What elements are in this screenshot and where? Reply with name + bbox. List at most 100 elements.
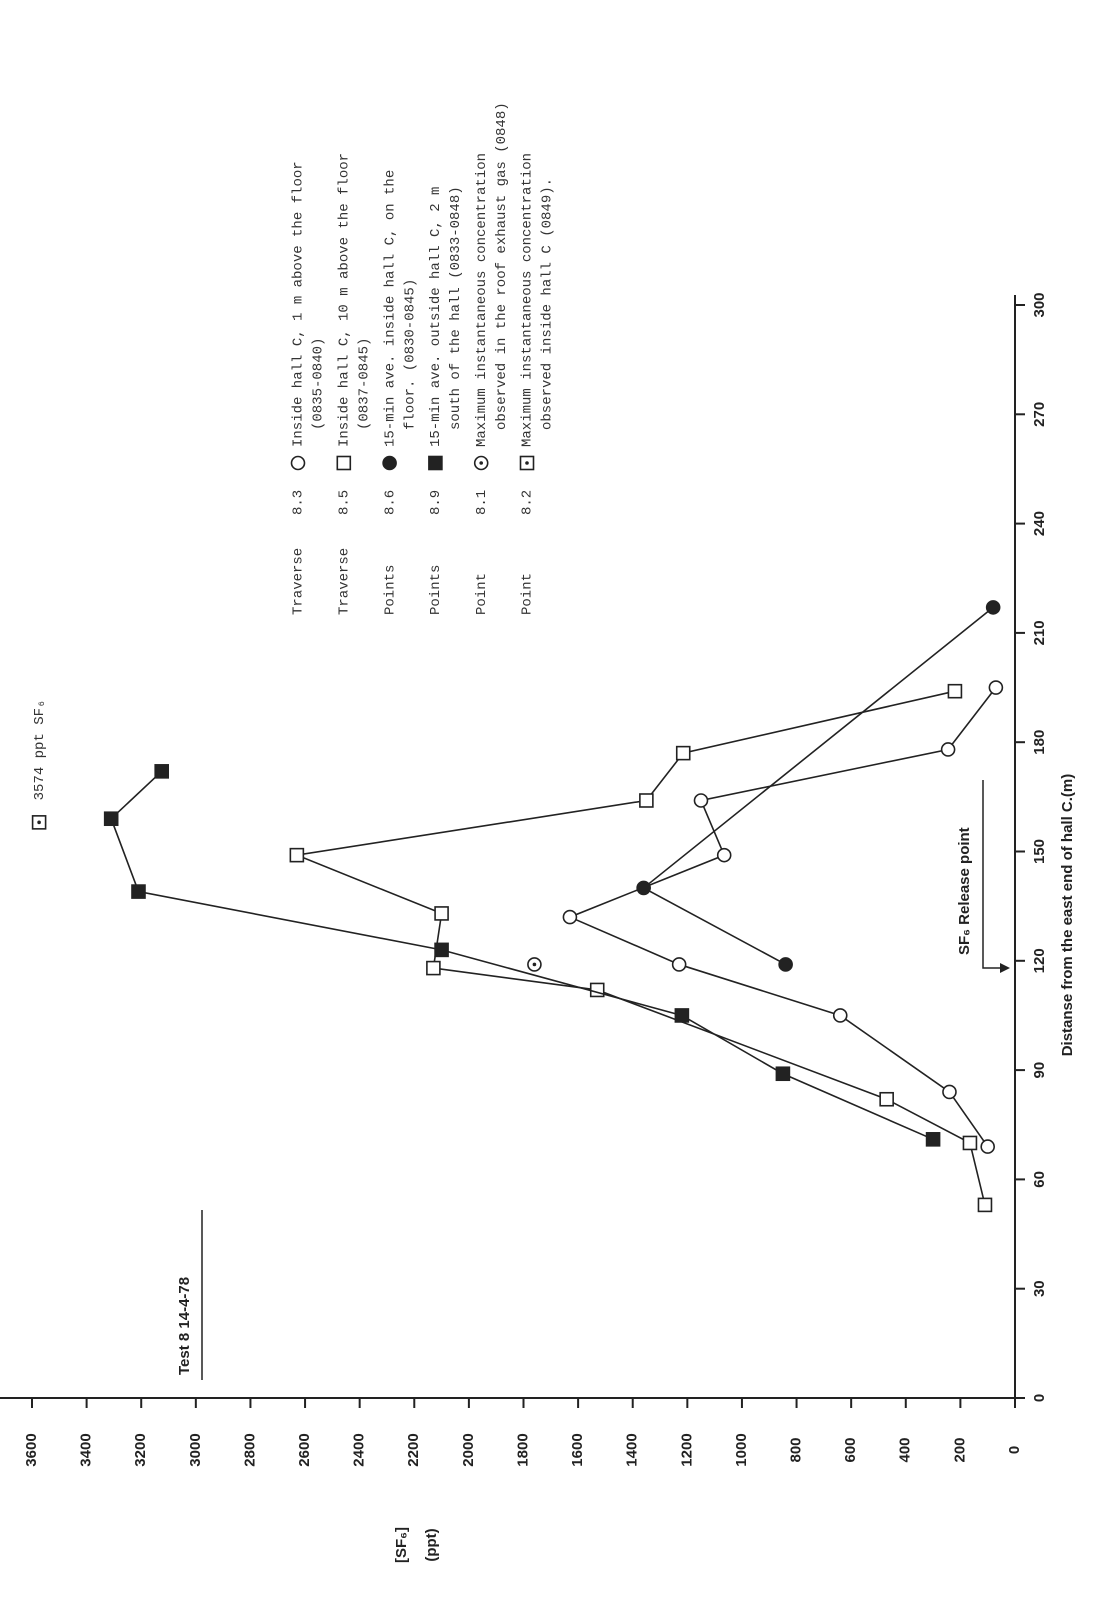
y-tick-label: 1200 <box>678 1433 695 1466</box>
legend-text: south of the hall (0833-0848) <box>448 186 464 430</box>
data-point <box>977 1197 993 1213</box>
data-point <box>289 847 305 863</box>
x-tick-label: 300 <box>1031 292 1048 317</box>
data-point <box>636 880 651 896</box>
y-tick-label: 2400 <box>351 1433 368 1466</box>
data-point <box>879 1091 894 1107</box>
legend-text: observed in the roof exhaust gas (0848) <box>494 102 510 430</box>
data-point <box>832 1008 848 1023</box>
legend-text: floor. (0830-0845) <box>402 279 418 430</box>
legend-marker <box>336 455 352 471</box>
y-tick-label: 0 <box>1006 1446 1023 1454</box>
x-tick-label: 180 <box>1031 730 1048 755</box>
data-point <box>985 600 1001 615</box>
data-point <box>988 680 1004 695</box>
legend-text: 15-min ave. outside hall C, 2 m <box>428 187 444 447</box>
y-tick-label: 3400 <box>78 1433 95 1466</box>
x-tick-label: 90 <box>1031 1062 1048 1079</box>
y-tick-label: 2600 <box>296 1433 313 1466</box>
legend-label: Points <box>382 565 398 615</box>
series-line <box>642 606 994 966</box>
annotation: SF₆ Release point <box>956 827 973 955</box>
y-tick-label: 2000 <box>460 1433 477 1466</box>
legend-label: Traverse <box>291 548 307 615</box>
data-point <box>562 909 578 925</box>
data-point <box>980 1139 995 1154</box>
x-tick-label: 120 <box>1031 948 1048 973</box>
data-point <box>527 957 542 972</box>
legend-text: Inside hall C, 10 m above the floor <box>337 153 353 447</box>
legend-text: (0835-0840) <box>311 338 327 430</box>
data-point <box>775 1066 791 1082</box>
x-tick-label: 270 <box>1031 402 1048 427</box>
legend-name: 8.2 <box>520 490 536 515</box>
data-point <box>154 764 170 779</box>
legend-marker <box>428 455 443 471</box>
x-tick-label: 0 <box>1031 1394 1048 1402</box>
data-point <box>947 683 963 699</box>
value-label: 3574 ppt SF₆ <box>32 700 48 801</box>
y-tick-label: 3200 <box>132 1433 149 1466</box>
legend-label: Points <box>428 565 444 615</box>
x-tick-label: 30 <box>1031 1280 1048 1297</box>
data-point <box>589 982 605 998</box>
series-line <box>293 690 986 1206</box>
data-point <box>671 957 687 972</box>
data-point <box>716 847 732 863</box>
y-tick-label: 1800 <box>514 1433 531 1466</box>
data-point <box>434 942 449 958</box>
data-point <box>693 793 709 808</box>
x-tick-label: 150 <box>1031 839 1048 864</box>
y-tick-label: 2200 <box>405 1433 422 1466</box>
data-point <box>925 1132 941 1147</box>
y-tick-label: 200 <box>951 1437 968 1462</box>
legend-marker <box>382 455 397 471</box>
y-tick-label: 1600 <box>569 1433 586 1466</box>
data-point <box>940 742 956 757</box>
y-tick-label: 400 <box>897 1437 914 1462</box>
y-tick-label: 800 <box>788 1437 805 1462</box>
x-tick-label: 240 <box>1031 511 1048 536</box>
data-point <box>962 1135 978 1151</box>
y-tick-label: 2800 <box>241 1433 258 1466</box>
legend-marker <box>519 455 535 471</box>
data-point <box>778 957 793 972</box>
y-tick-label: 1000 <box>733 1433 750 1466</box>
y-tick-label: 1400 <box>624 1433 641 1466</box>
y-axis-label: [SF₆] <box>393 1527 410 1563</box>
data-point <box>942 1084 957 1100</box>
legend-marker <box>290 455 306 471</box>
chart-title: Test 8 14-4-78 <box>176 1277 193 1375</box>
legend-text: Maximum instantaneous concentration <box>474 153 490 447</box>
legend-text: 15-min ave. inside hall C, on the <box>382 170 398 447</box>
legend-marker <box>473 455 489 471</box>
data-point <box>675 745 691 761</box>
data-point <box>131 884 146 899</box>
x-axis-label: Distanse from the east end of hall C.(m) <box>1059 774 1076 1057</box>
annotation-arrowhead <box>1000 963 1010 973</box>
data-point <box>674 1008 690 1023</box>
x-tick-label: 210 <box>1031 620 1048 645</box>
legend-name: 8.5 <box>337 490 353 515</box>
legend-name: 8.9 <box>428 490 444 515</box>
legend-name: 8.1 <box>474 490 490 515</box>
y-tick-label: 600 <box>842 1437 859 1462</box>
data-point <box>639 793 654 808</box>
data-point <box>434 906 449 921</box>
data-point <box>426 960 441 976</box>
legend-text: (0837-0845) <box>357 338 373 430</box>
data-point <box>103 811 119 827</box>
legend-text: Inside hall C, 1 m above the floor <box>291 161 307 447</box>
y-axis-label: (ppt) <box>423 1528 440 1561</box>
legend-name: 8.6 <box>382 490 398 515</box>
annotation-arrow <box>982 780 1008 969</box>
legend-label: Point <box>474 573 490 615</box>
y-tick-label: 3600 <box>23 1433 40 1466</box>
legend-label: Point <box>520 573 536 615</box>
y-tick-label: 3000 <box>187 1433 204 1466</box>
series-line <box>110 770 934 1141</box>
data-point <box>31 815 47 830</box>
x-tick-label: 60 <box>1031 1171 1048 1188</box>
legend-text: observed inside hall C (0849). <box>540 178 556 430</box>
